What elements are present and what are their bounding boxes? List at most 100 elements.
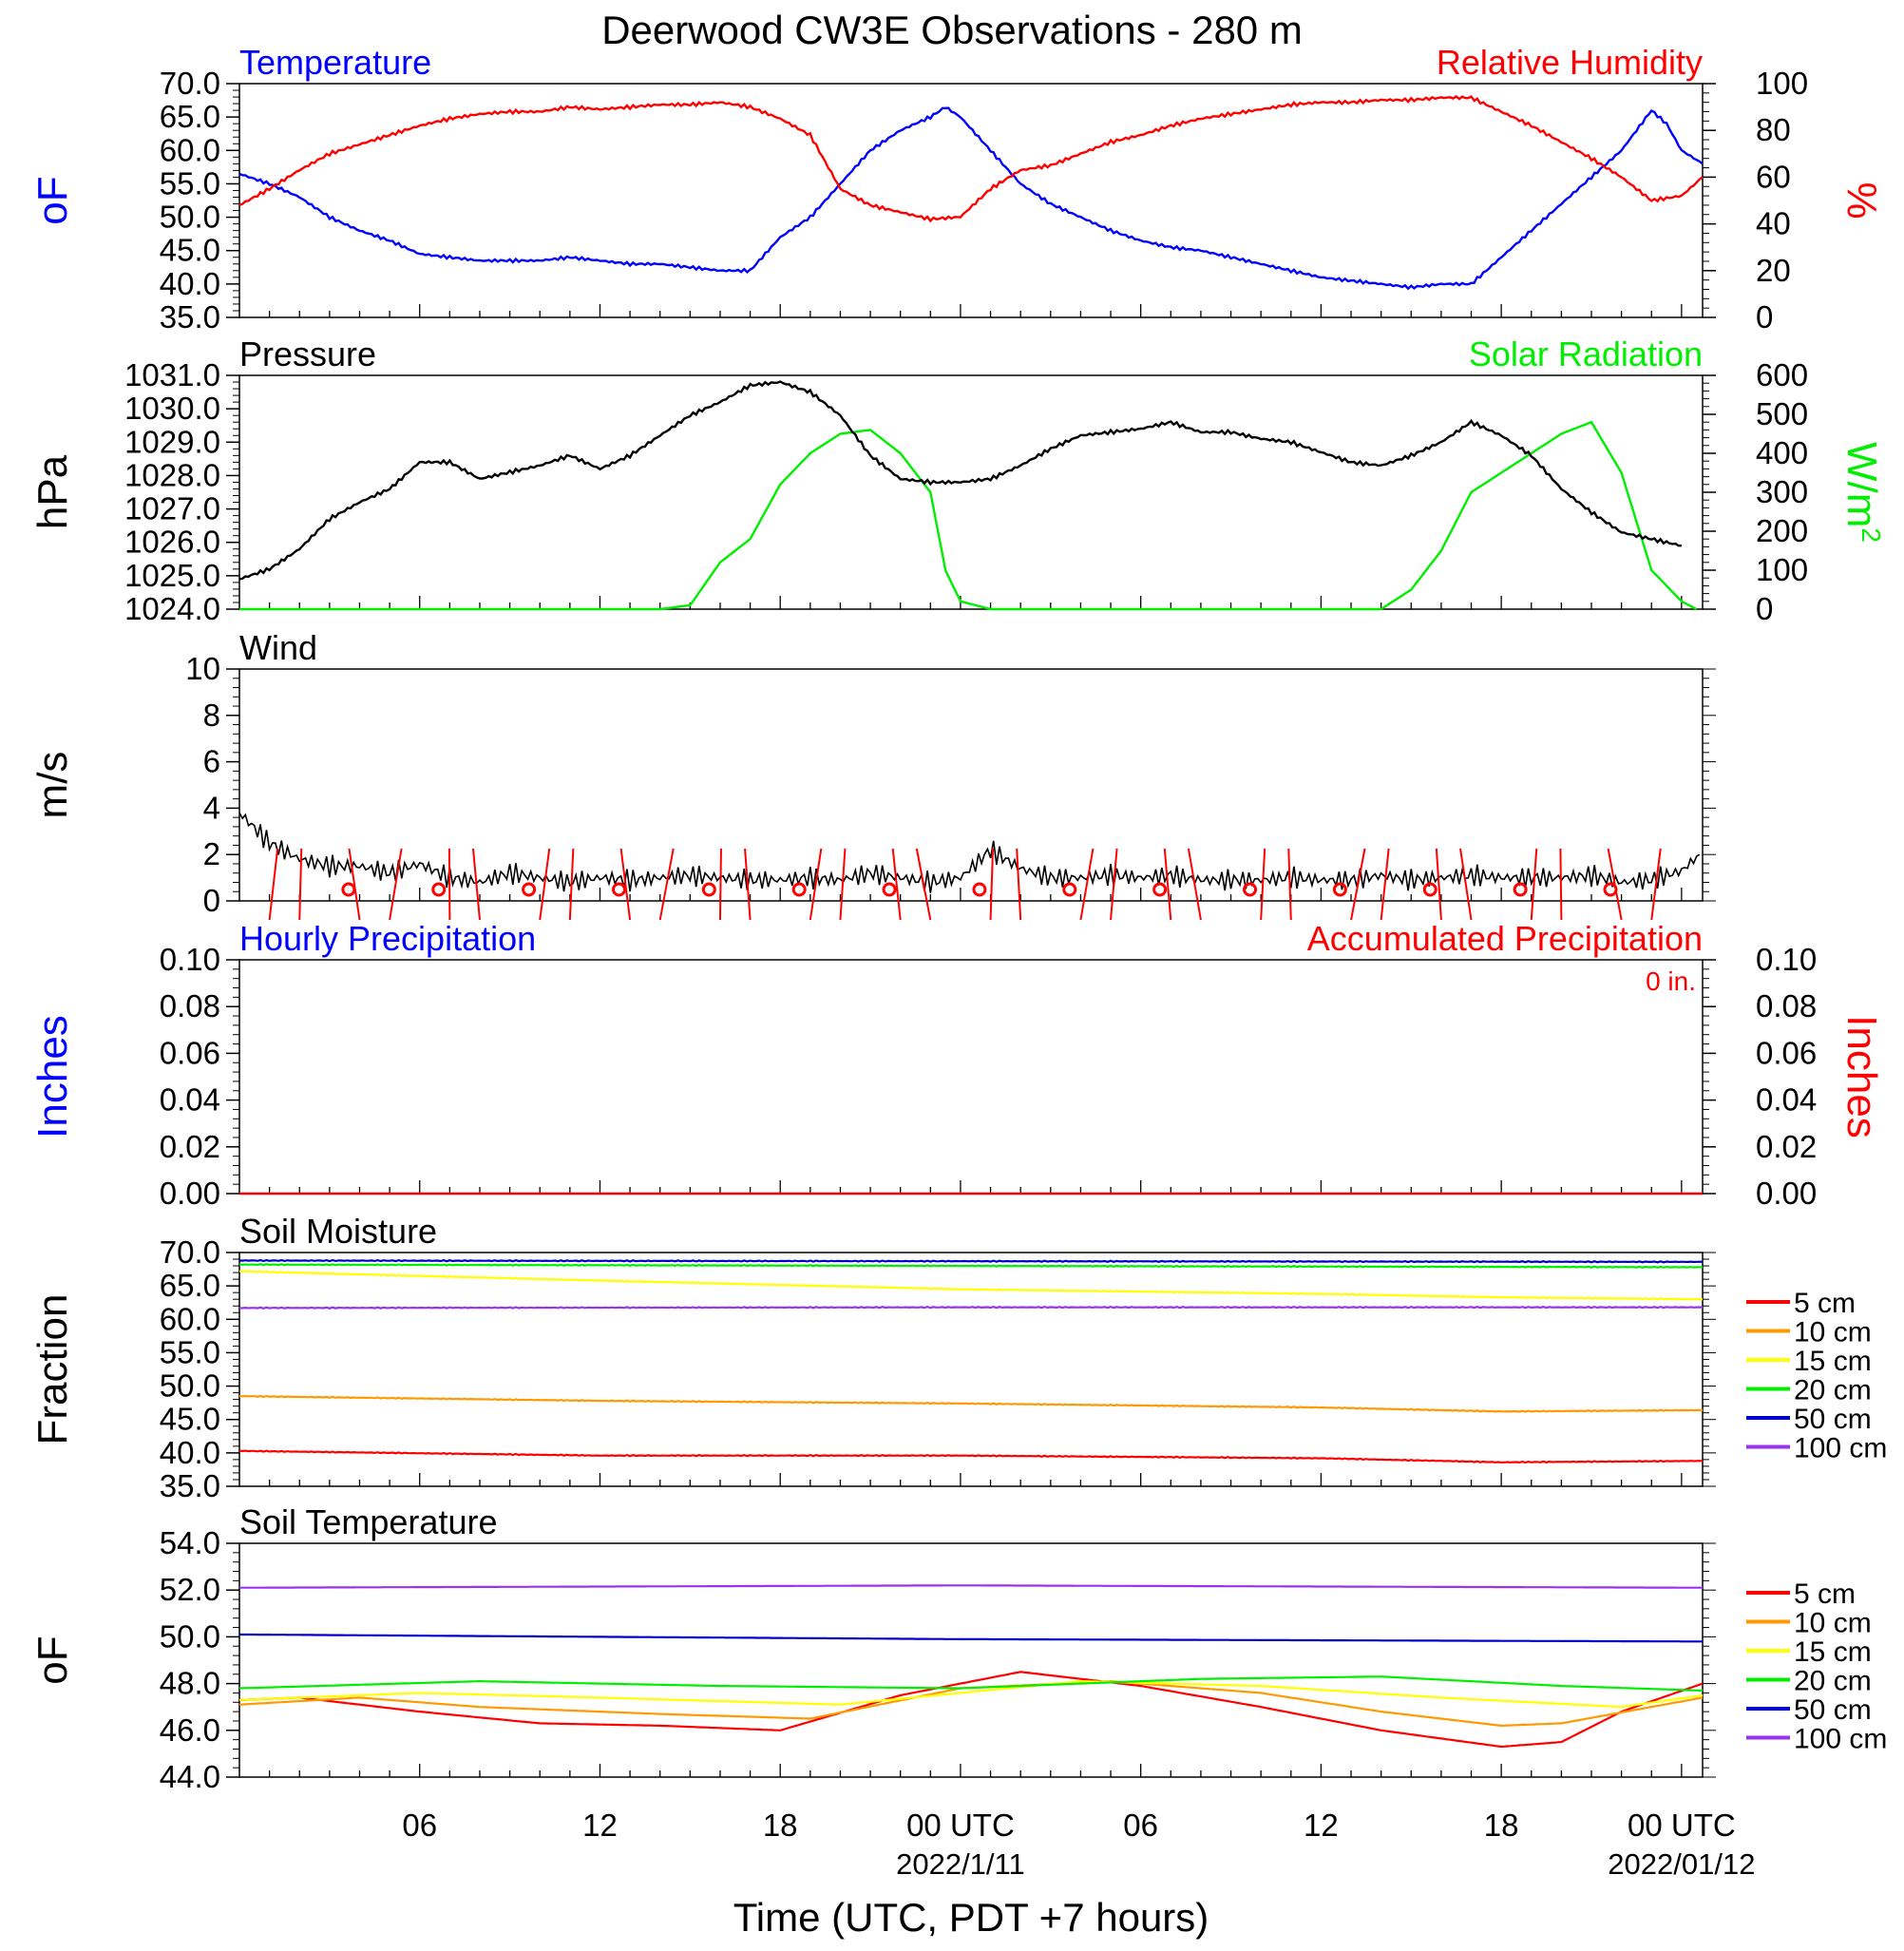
solar-panel-ytick-label: 0 [1756,591,1773,626]
soil-temp-legend-label: 50 cm [1794,1694,1872,1726]
wind-calm-marker [1152,882,1168,897]
soil-temp-unit: oF [29,1635,76,1684]
pressure-panel-ytick-label: 1027.0 [124,491,220,526]
wind-barb [891,848,902,921]
wind-panel-ytick-label: 0 [203,883,220,918]
accum-panel-ytick-label: 0.00 [1756,1176,1817,1211]
wind-barb [1016,848,1022,921]
soil-moisture-panel-ytick-label: 45.0 [160,1402,220,1437]
soil-moisture-legend-label: 20 cm [1794,1375,1872,1406]
pressure-panel-frame [238,374,1704,610]
soil-moisture-panel-frame [238,1252,1704,1487]
wind-barb [1607,848,1623,921]
wind-calm-marker [611,882,626,897]
solar-unit: W/m2 [1838,442,1887,543]
wind-barb [809,848,823,921]
wind-barb [1287,848,1292,921]
solar-panel-ytick-label: 600 [1756,357,1808,392]
soil-moisture-panel-ytick-label: 55.0 [160,1334,220,1369]
wind-barb [718,848,722,921]
temp-panel-ytick-label: 65.0 [160,99,220,134]
wind-calm-marker [701,882,716,897]
pressure-panel-ytick-label: 1028.0 [124,457,220,492]
precip-panel-ytick-label: 0.06 [160,1035,220,1070]
x-tick-label: 00 UTC [1628,1808,1736,1843]
temp-panel-ytick-label: 45.0 [160,233,220,268]
soil-temp-legend-label: 5 cm [1794,1578,1856,1610]
soil-moisture-panel-ytick-label: 40.0 [160,1435,220,1470]
pressure-panel-ytick-label: 1030.0 [124,391,220,426]
solar-panel-ytick-label: 500 [1756,396,1808,431]
solar-title: Solar Radiation [1469,335,1703,373]
soil-moisture-legend-label: 15 cm [1794,1346,1872,1377]
rh-panel-ytick-label: 40 [1756,206,1791,241]
soil-moisture-line-4 [238,1258,1704,1264]
humidity-line [238,95,1704,223]
precip-panel-frame [238,959,1704,1195]
wind-barb [268,848,279,921]
wind-calm-marker [431,882,447,897]
accum-precip-title: Accumulated Precipitation [1307,919,1703,958]
soil-moisture-legend-label: 10 cm [1794,1317,1872,1348]
x-axis-title: Time (UTC, PDT +7 hours) [733,1895,1209,1940]
accum-panel-ytick-label: 0.08 [1756,988,1817,1023]
rh-panel-ytick-label: 20 [1756,253,1791,288]
panels: 35.040.045.050.055.060.065.070.002040608… [29,43,1887,1794]
soil-temp-panel-ytick-label: 48.0 [160,1666,220,1701]
rh-panel-ytick-label: 0 [1756,299,1773,335]
soil-temp-legend-label: 100 cm [1794,1724,1887,1755]
wind-barb [1163,848,1172,921]
precip-panel-ytick-label: 0.00 [160,1176,220,1211]
wind-barb [744,848,752,921]
rh-panel-ytick-label: 60 [1756,159,1791,194]
wind-barb [1650,848,1662,921]
wind-barb [1380,848,1390,921]
soil-moisture-line-0 [238,1449,1704,1464]
precip-panel-ytick-label: 0.10 [160,942,220,977]
rh-panel-ytick-label: 80 [1756,112,1791,147]
soil-moisture-panel-ytick-label: 50.0 [160,1368,220,1404]
accum-total-label: 0 in. [1646,966,1696,996]
pressure-panel-ytick-label: 1031.0 [124,357,220,392]
soil-moisture-line-5 [238,1305,1704,1310]
wind-title: Wind [239,628,317,667]
solar-line [239,420,1698,611]
solar-panel-ytick-label: 100 [1756,552,1808,587]
soil-moisture-panel-ytick-label: 65.0 [160,1268,220,1303]
wind-barb [447,848,451,921]
rh-panel-ytick-label: 100 [1756,66,1808,101]
soil-moisture-line-2 [238,1270,1704,1301]
wind-barb [568,848,575,921]
x-tick-label: 12 [1304,1808,1339,1843]
precip-unit-right: Inches [1838,1015,1885,1138]
precip-panel-ytick-label: 0.08 [160,988,220,1023]
soil-temp-panel-ytick-label: 44.0 [160,1759,220,1794]
soil-temp-line-4 [238,1633,1703,1643]
wind-barb [658,848,675,921]
precip-unit-left: Inches [29,1015,76,1138]
soil-temp-panel-ytick-label: 46.0 [160,1712,220,1748]
solar-panel-ytick-label: 400 [1756,435,1808,470]
soil-moisture-unit: Fraction [29,1294,76,1445]
precip-panel-ytick-label: 0.04 [160,1082,220,1118]
wind-barb [989,848,995,921]
wind-barb [839,848,847,921]
x-tick-label: 12 [582,1808,618,1843]
temperature-line [238,106,1704,291]
x-tick-label: 18 [763,1808,798,1843]
wind-barb [1260,848,1266,921]
wind-barb [539,848,551,921]
accum-panel-ytick-label: 0.06 [1756,1035,1817,1070]
wind-panel-ytick-label: 2 [203,836,220,871]
temp-panel-ytick-label: 70.0 [160,66,220,101]
wind-panel-ytick-label: 4 [203,790,220,825]
accum-panel-ytick-label: 0.10 [1756,942,1817,977]
precip-panel-ytick-label: 0.02 [160,1129,220,1164]
pressure-panel-ytick-label: 1029.0 [124,424,220,459]
soil-moisture-legend-label: 100 cm [1794,1433,1887,1464]
x-tick-label: 06 [1123,1808,1158,1843]
wind-barb [1350,848,1366,921]
soil-moisture-line-1 [238,1394,1704,1413]
humidity-unit: % [1838,182,1885,219]
